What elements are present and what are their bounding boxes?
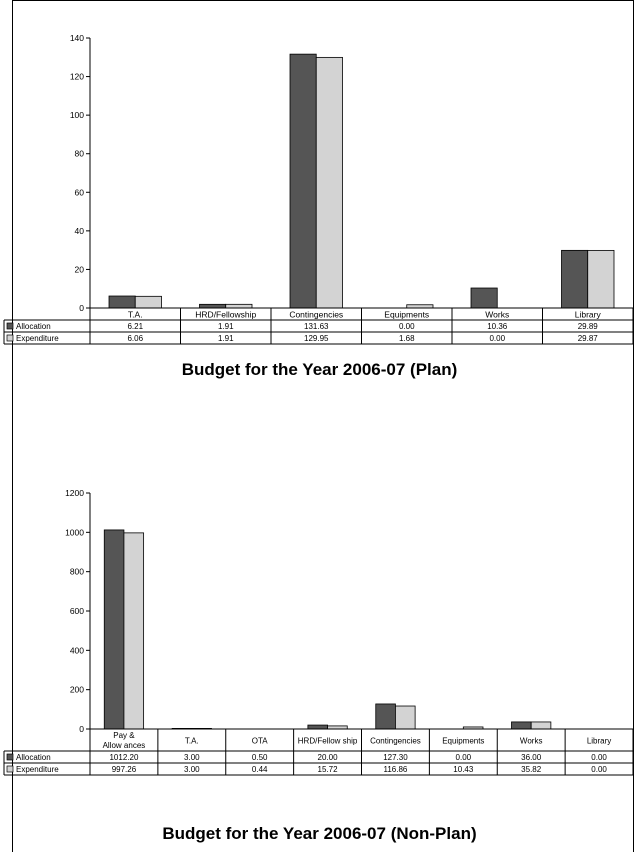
bar-expenditure-0 — [123, 532, 145, 730]
bar-expenditure-5 — [587, 249, 615, 309]
x-tick-label: HRD/Fellow ship — [298, 737, 358, 746]
x-tick-label: Library — [575, 310, 602, 320]
bar-expenditure-6 — [530, 721, 552, 730]
data-label: 6.06 — [127, 334, 143, 343]
data-label: 0.44 — [252, 765, 268, 774]
y-tick-label: 20 — [75, 264, 85, 274]
data-label: 0.00 — [456, 753, 472, 762]
bar-allocation-4 — [470, 287, 498, 309]
chart-title-non-plan: Budget for the Year 2006-07 (Non-Plan) — [162, 824, 477, 843]
bar-allocation-0 — [103, 529, 125, 730]
data-label: 997.26 — [112, 765, 137, 774]
y-tick-label: 0 — [79, 724, 84, 734]
bar-allocation-6 — [511, 721, 532, 730]
data-label: 0.50 — [252, 753, 268, 762]
legend-label-expenditure: Expenditure — [16, 334, 59, 343]
data-label: 15.72 — [318, 765, 339, 774]
data-label: 0.00 — [399, 322, 415, 331]
data-label: 0.00 — [591, 765, 607, 774]
legend-label-expenditure: Expenditure — [16, 765, 59, 774]
x-tick-label: Works — [520, 737, 543, 746]
x-tick-label: Allow ances — [103, 741, 146, 750]
y-tick-label: 1200 — [65, 488, 84, 498]
x-tick-label: T.A. — [185, 737, 199, 746]
data-label: 1012.20 — [109, 753, 138, 762]
bar-expenditure-2 — [315, 56, 343, 309]
x-tick-label: Pay & — [113, 731, 135, 740]
y-tick-label: 0 — [79, 303, 84, 313]
data-label: 36.00 — [521, 753, 542, 762]
y-tick-label: 120 — [70, 72, 84, 82]
bar-expenditure-0 — [134, 295, 162, 309]
y-tick-label: 40 — [75, 226, 85, 236]
x-tick-label: OTA — [252, 737, 269, 746]
x-tick-label: Contingencies — [289, 310, 343, 320]
data-label: 3.00 — [184, 765, 200, 774]
bar-allocation-0 — [108, 295, 136, 309]
legend-swatch-expenditure — [6, 765, 14, 773]
x-tick-label: Contingencies — [370, 737, 421, 746]
data-label: 10.43 — [453, 765, 474, 774]
data-label: 129.95 — [304, 334, 329, 343]
y-tick-label: 1000 — [65, 527, 84, 537]
data-label: 20.00 — [318, 753, 339, 762]
y-tick-label: 140 — [70, 33, 84, 43]
legend-swatch-expenditure — [6, 334, 14, 342]
data-label: 3.00 — [184, 753, 200, 762]
data-label: 1.91 — [218, 322, 234, 331]
x-tick-label: Equipments — [442, 737, 484, 746]
bar-allocation-1 — [199, 303, 227, 309]
y-tick-label: 100 — [70, 110, 84, 120]
data-label: 35.82 — [521, 765, 542, 774]
data-label: 6.21 — [127, 322, 143, 331]
page-frame — [12, 0, 634, 852]
legend-label-allocation: Allocation — [16, 753, 51, 762]
bar-expenditure-1 — [225, 303, 253, 309]
data-label: 0.00 — [591, 753, 607, 762]
data-label: 10.36 — [487, 322, 508, 331]
bar-allocation-5 — [561, 249, 589, 309]
y-tick-label: 80 — [75, 149, 85, 159]
data-label: 131.63 — [304, 322, 329, 331]
chart-title-plan: Budget for the Year 2006-07 (Plan) — [181, 360, 458, 379]
x-tick-label: T.A. — [128, 310, 143, 320]
bar-expenditure-4 — [395, 705, 416, 730]
y-tick-label: 200 — [70, 685, 84, 695]
x-tick-label: Library — [587, 737, 611, 746]
data-label: 1.91 — [218, 334, 234, 343]
data-label: 1.68 — [399, 334, 415, 343]
data-label: 127.30 — [383, 753, 408, 762]
legend-swatch-allocation — [6, 322, 14, 330]
x-tick-label: HRD/Fellowship — [195, 310, 256, 320]
y-tick-label: 400 — [70, 645, 84, 655]
legend-label-allocation: Allocation — [16, 322, 51, 331]
data-label: 29.87 — [578, 334, 599, 343]
y-tick-label: 600 — [70, 606, 84, 616]
bar-allocation-4 — [375, 703, 396, 730]
data-label: 29.89 — [578, 322, 599, 331]
y-tick-label: 60 — [75, 187, 85, 197]
x-tick-label: Works — [485, 310, 509, 320]
data-label: 0.00 — [489, 334, 505, 343]
legend-swatch-allocation — [6, 753, 14, 761]
bar-allocation-3 — [307, 724, 328, 730]
x-tick-label: Equipments — [384, 310, 429, 320]
data-label: 116.86 — [384, 765, 408, 774]
y-tick-label: 800 — [70, 567, 84, 577]
bar-allocation-2 — [289, 53, 317, 309]
